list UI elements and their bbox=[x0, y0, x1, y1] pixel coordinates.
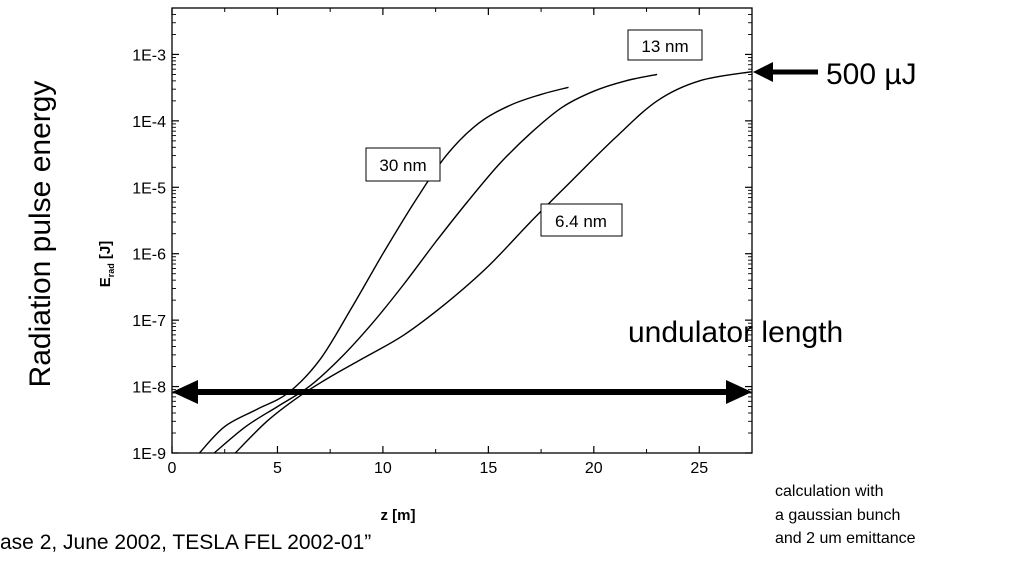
x-tick-label: 0 bbox=[168, 460, 177, 477]
series-line-2 bbox=[234, 71, 753, 454]
series-label-13nm: 13 nm bbox=[627, 29, 703, 61]
y-tick-label: 1E-6 bbox=[132, 247, 166, 264]
series-line-1 bbox=[213, 73, 658, 454]
svg-text:and 2 um emittance: and 2 um emittance bbox=[775, 530, 916, 547]
plot-axes bbox=[171, 7, 753, 454]
y-tick-label: 1E-5 bbox=[132, 180, 166, 197]
y-tick-label: 1E-8 bbox=[132, 380, 166, 397]
calculation-note: calculation with a gaussian bunch and 2 … bbox=[775, 483, 916, 547]
outer-y-axis-title: Radiation pulse energy bbox=[24, 81, 57, 388]
svg-text:13 nm: 13 nm bbox=[641, 37, 688, 56]
y-tick-label: 1E-7 bbox=[132, 313, 166, 330]
series-label-6-4nm: 6.4 nm bbox=[540, 203, 623, 237]
x-tick-label: 20 bbox=[585, 460, 603, 477]
svg-text:30 nm: 30 nm bbox=[379, 156, 426, 175]
plot-frame bbox=[171, 7, 753, 454]
svg-text:6.4 nm: 6.4 nm bbox=[555, 212, 607, 231]
undulator-length-label: undulator length bbox=[628, 316, 843, 349]
energy-arrow-annotation: 500 µJ bbox=[753, 58, 917, 91]
y-tick-label: 1E-9 bbox=[132, 446, 166, 463]
series-lines bbox=[198, 71, 753, 454]
x-tick-label: 5 bbox=[273, 460, 282, 477]
svg-text:a gaussian bunch: a gaussian bunch bbox=[775, 507, 900, 524]
y-axis-label: Erad [J] bbox=[97, 241, 116, 288]
undulator-length-arrow bbox=[172, 380, 752, 404]
y-tick-label: 1E-4 bbox=[132, 114, 166, 131]
x-tick-label: 25 bbox=[690, 460, 708, 477]
x-tick-label: 15 bbox=[479, 460, 497, 477]
y-tick-label: 1E-3 bbox=[132, 47, 166, 64]
svg-text:500 µJ: 500 µJ bbox=[826, 58, 917, 91]
x-axis-label: z [m] bbox=[381, 507, 416, 524]
reference-citation: ase 2, June 2002, TESLA FEL 2002-01” bbox=[0, 531, 371, 554]
svg-text:calculation with: calculation with bbox=[775, 483, 884, 500]
series-line-0 bbox=[198, 86, 569, 454]
series-label-30nm: 30 nm bbox=[365, 147, 441, 182]
x-tick-label: 10 bbox=[374, 460, 392, 477]
axis-ticks: 0 5 10 15 20 25 1E-9 1E-8 1E-7 1E-6 1E-5 1E-4 1E-3 bbox=[132, 7, 752, 477]
